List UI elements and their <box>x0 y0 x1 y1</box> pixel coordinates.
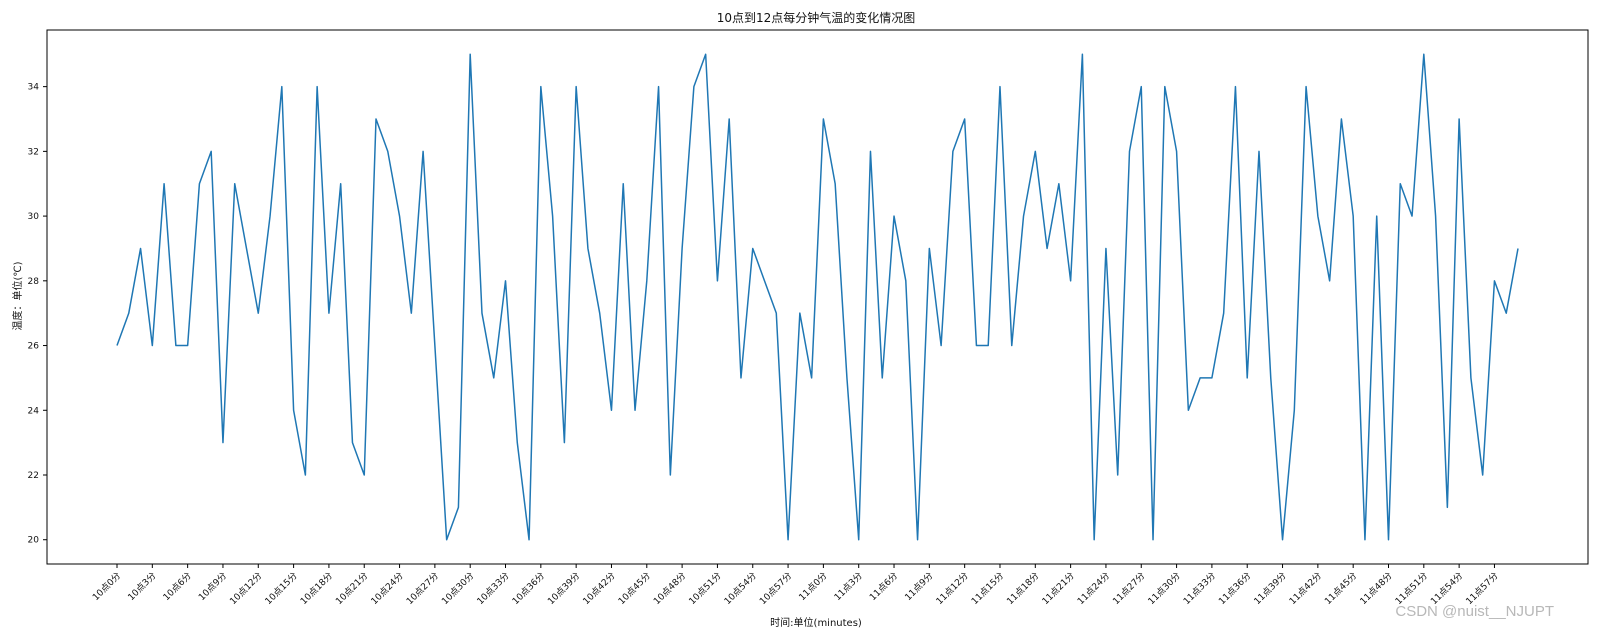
watermark: CSDN @nuist__NJUPT <box>1395 603 1554 620</box>
y-tick-label: 34 <box>28 83 40 93</box>
x-tick-label: 10点36分 <box>510 570 547 607</box>
x-tick-label: 11点45分 <box>1323 570 1360 607</box>
x-tick-label: 11点0分 <box>797 570 830 603</box>
x-tick-label: 10点48分 <box>652 570 689 607</box>
x-tick-label: 10点30分 <box>440 570 477 607</box>
y-tick-label: 28 <box>28 277 40 287</box>
y-tick-label: 20 <box>28 536 40 546</box>
x-tick-label: 11点39分 <box>1252 570 1289 607</box>
x-tick-label: 11点42分 <box>1287 570 1324 607</box>
x-tick-label: 10点27分 <box>404 570 441 607</box>
x-tick-label: 11点6分 <box>867 570 900 603</box>
x-tick-label: 11点3分 <box>832 570 865 603</box>
y-tick-label: 24 <box>28 406 40 416</box>
x-tick-label: 10点24分 <box>369 570 406 607</box>
x-tick-label: 11点36分 <box>1217 570 1254 607</box>
y-tick-label: 32 <box>28 147 39 157</box>
x-tick-label: 10点18分 <box>298 570 335 607</box>
x-tick-label: 11点9分 <box>903 570 936 603</box>
x-tick-label: 11点18分 <box>1005 570 1042 607</box>
x-axis-label: 时间:单位(minutes) <box>770 616 862 629</box>
x-tick-label: 11点12分 <box>934 570 971 607</box>
x-tick-label: 10点45分 <box>616 570 653 607</box>
x-tick-label: 11点27分 <box>1111 570 1148 607</box>
x-tick-label: 11点21分 <box>1040 570 1077 607</box>
plot-frame <box>46 29 1589 565</box>
x-tick-label: 10点57分 <box>757 570 794 607</box>
x-tick-label: 11点30分 <box>1146 570 1183 607</box>
x-tick-label: 10点21分 <box>334 570 371 607</box>
y-tick-label: 26 <box>28 342 40 352</box>
series-line <box>116 53 1519 541</box>
y-tick-label: 22 <box>28 471 39 481</box>
x-tick-label: 10点51分 <box>687 570 724 607</box>
x-tick-label: 11点24分 <box>1075 570 1112 607</box>
x-tick-label: 10点15分 <box>263 570 300 607</box>
x-tick-label: 10点39分 <box>546 570 583 607</box>
x-tick-label: 11点54分 <box>1429 570 1466 607</box>
x-tick-label: 11点15分 <box>969 570 1006 607</box>
x-tick-label: 11点33分 <box>1181 570 1218 607</box>
x-tick-label: 10点12分 <box>228 570 265 607</box>
x-tick-label: 10点0分 <box>90 570 123 603</box>
x-tick-label: 10点42分 <box>581 570 618 607</box>
x-tick-label: 10点33分 <box>475 570 512 607</box>
chart-title: 10点到12点每分钟气温的变化情况图 <box>717 10 916 25</box>
x-tick-label: 10点54分 <box>722 570 759 607</box>
x-tick-label: 10点6分 <box>161 570 194 603</box>
y-tick-label: 30 <box>28 212 40 222</box>
x-tick-label: 11点48分 <box>1358 570 1395 607</box>
x-tick-label: 11点51分 <box>1393 570 1430 607</box>
x-tick-label: 10点9分 <box>196 570 229 603</box>
x-tick-label: 11点57分 <box>1464 570 1501 607</box>
x-tick-label: 10点3分 <box>126 570 159 603</box>
y-axis-label: 温度：单位(℃) <box>11 261 24 330</box>
